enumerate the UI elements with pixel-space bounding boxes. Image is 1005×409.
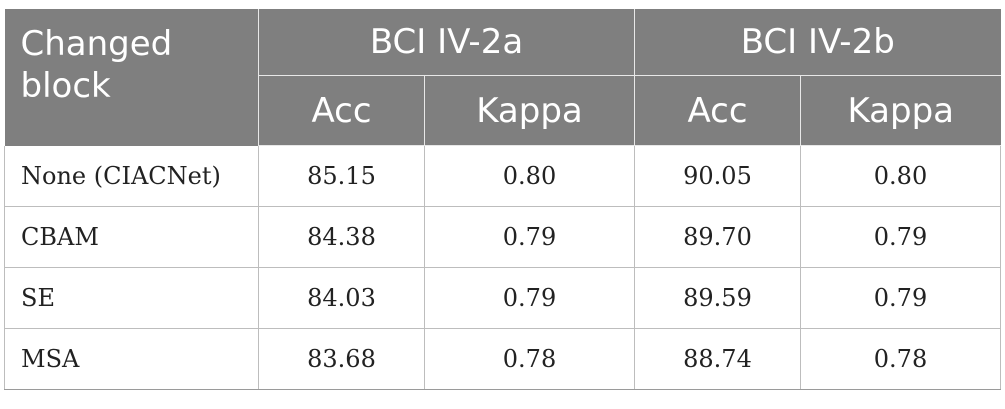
cell-kappa-2a: 0.79 xyxy=(424,267,635,329)
header-metric-acc-2a: Acc xyxy=(258,75,425,146)
row-label: None (CIACNet) xyxy=(4,145,259,207)
header-group-bci-iv-2b: BCI IV-2b xyxy=(634,9,1001,76)
cell-kappa-2b: 0.78 xyxy=(800,328,1001,390)
header-metric-kappa-2b: Kappa xyxy=(800,75,1001,146)
ablation-table: Changed block BCI IV-2a BCI IV-2b Acc Ka… xyxy=(4,9,1001,390)
table-body: None (CIACNet) 85.15 0.80 90.05 0.80 CBA… xyxy=(4,145,1001,390)
cell-acc-2a: 85.15 xyxy=(258,145,425,207)
cell-kappa-2b: 0.79 xyxy=(800,267,1001,329)
cell-kappa-2a: 0.80 xyxy=(424,145,635,207)
cell-kappa-2a: 0.79 xyxy=(424,206,635,268)
cell-kappa-2a: 0.78 xyxy=(424,328,635,390)
row-label: MSA xyxy=(4,328,259,390)
header-changed-block: Changed block xyxy=(4,9,259,146)
header-row-groups: Changed block BCI IV-2a BCI IV-2b xyxy=(4,9,1001,146)
cell-acc-2a: 83.68 xyxy=(258,328,425,390)
table-row: MSA 83.68 0.78 88.74 0.78 xyxy=(4,328,1001,390)
cell-acc-2b: 89.70 xyxy=(634,206,801,268)
cell-acc-2b: 89.59 xyxy=(634,267,801,329)
cell-acc-2a: 84.03 xyxy=(258,267,425,329)
header-group-bci-iv-2a: BCI IV-2a xyxy=(258,9,635,76)
header-metric-acc-2b: Acc xyxy=(634,75,801,146)
row-label: CBAM xyxy=(4,206,259,268)
ablation-table-container: Changed block BCI IV-2a BCI IV-2b Acc Ka… xyxy=(4,9,1001,390)
header-metric-kappa-2a: Kappa xyxy=(424,75,635,146)
cell-acc-2b: 90.05 xyxy=(634,145,801,207)
header-row-metrics: Acc Kappa Acc Kappa xyxy=(5,75,1001,146)
cell-acc-2b: 88.74 xyxy=(634,328,801,390)
cell-kappa-2b: 0.80 xyxy=(800,145,1001,207)
table-row: SE 84.03 0.79 89.59 0.79 xyxy=(4,267,1001,329)
cell-acc-2a: 84.38 xyxy=(258,206,425,268)
table-row: CBAM 84.38 0.79 89.70 0.79 xyxy=(4,206,1001,268)
cell-kappa-2b: 0.79 xyxy=(800,206,1001,268)
table-header: Changed block BCI IV-2a BCI IV-2b Acc Ka… xyxy=(4,9,1001,146)
row-label: SE xyxy=(4,267,259,329)
table-row: None (CIACNet) 85.15 0.80 90.05 0.80 xyxy=(4,145,1001,207)
